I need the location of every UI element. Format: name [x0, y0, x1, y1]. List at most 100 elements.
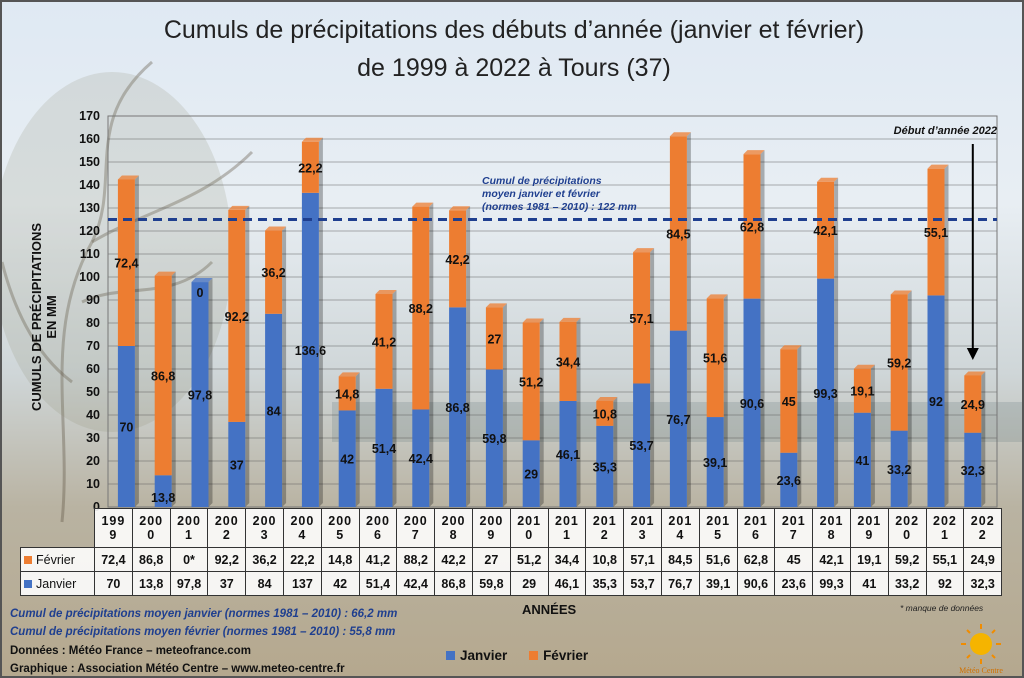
data-label-janvier: 35,3: [593, 460, 617, 474]
bar-top-shade: [890, 290, 912, 295]
y-tick-label: 140: [79, 178, 100, 192]
table-cell-fevrier: 36,2: [245, 547, 284, 572]
bar-side-shade: [466, 206, 471, 508]
table-cell-fevrier: 86,8: [131, 547, 171, 572]
bar-top-shade: [596, 396, 618, 401]
table-cell-fevrier: 51,2: [509, 547, 549, 572]
legend-item-janvier: Janvier: [446, 648, 507, 663]
data-label-fevrier: 24,9: [961, 398, 985, 412]
bar-side-shade: [870, 364, 875, 507]
table-cell-janvier: 23,6: [774, 571, 814, 596]
table-cell-janvier: 137: [282, 571, 322, 596]
bar-janvier-2011: [559, 400, 577, 507]
bar-janvier-2014: [669, 330, 687, 507]
legend-label-janvier: Janvier: [460, 648, 508, 663]
table-cell-fevrier: 19,1: [849, 547, 889, 572]
bar-fevrier-2020: [890, 294, 908, 431]
missing-data-note: * manque de données: [900, 603, 984, 613]
table-cell-fevrier: 10,8: [585, 547, 625, 572]
bar-fevrier-2002: [228, 209, 246, 422]
y-tick-label: 90: [86, 293, 100, 307]
data-label-fevrier: 0: [197, 286, 204, 300]
y-tick-label: 110: [80, 247, 100, 261]
data-label-fevrier: 41,2: [372, 335, 396, 349]
reference-line-label: moyen janvier et février: [482, 188, 601, 200]
data-label-fevrier: 42,2: [445, 253, 469, 267]
table-cell-janvier: 29: [509, 571, 549, 596]
table-cell-janvier: 86,8: [434, 571, 473, 596]
legend-item-fevrier: Février: [529, 648, 588, 663]
bar-fevrier-2005: [338, 376, 356, 411]
table-cell-fevrier: 72,4: [94, 547, 133, 572]
data-label-fevrier: 86,8: [151, 369, 175, 383]
bar-side-shade: [760, 150, 765, 507]
data-label-janvier: 76,7: [666, 413, 690, 427]
y-tick-label: 160: [79, 132, 100, 146]
reference-line-label: (normes 1981 – 2010) : 122 mm: [482, 201, 637, 213]
table-cell-fevrier: 45: [774, 547, 814, 572]
bar-janvier-2017: [780, 452, 798, 507]
table-label-janvier: Janvier: [20, 571, 95, 596]
note-mean-janvier: Cumul de précipitations moyen janvier (n…: [10, 608, 398, 620]
data-label-janvier: 59,8: [482, 432, 506, 446]
table-year-header: 202 1: [925, 508, 965, 548]
source-data: Données : Météo France – meteofrance.com: [10, 645, 251, 657]
bar-side-shade: [686, 132, 691, 508]
table-cell-janvier: 33,2: [887, 571, 927, 596]
bar-top-shade: [559, 317, 581, 322]
table-cell-janvier: 59,8: [471, 571, 511, 596]
legend: Janvier Février: [446, 648, 606, 663]
bar-top-shade: [780, 345, 802, 350]
table-cell-janvier: 46,1: [547, 571, 587, 596]
table-header-row: 199 9 200 0 200 1 200 2 200 3 200 4 200 5 200 6 200 7 200 8…: [21, 508, 1003, 548]
table-cell-janvier: 90,6: [736, 571, 776, 596]
table-year-header: 201 1: [547, 508, 587, 548]
bar-fevrier-2004: [301, 141, 319, 193]
table-cell-janvier: 41: [849, 571, 889, 596]
data-label-fevrier: 57,1: [629, 312, 653, 326]
bar-janvier-2010: [522, 440, 540, 507]
data-label-janvier: 99,3: [813, 387, 837, 401]
y-tick-label: 130: [79, 201, 100, 215]
data-label-fevrier: 51,6: [703, 352, 727, 366]
data-label-janvier: 39,1: [703, 456, 727, 470]
data-label-janvier: 13,8: [151, 491, 175, 505]
bar-fevrier-2011: [559, 321, 577, 401]
bar-fevrier-2019: [853, 368, 871, 413]
table-cell-fevrier: 57,1: [623, 547, 662, 572]
data-label-janvier: 33,2: [887, 463, 911, 477]
data-label-janvier: 136,6: [295, 344, 326, 358]
bar-top-shade: [485, 303, 507, 308]
table-cell-janvier: 99,3: [812, 571, 851, 596]
reference-line-label: Cumul de précipitations: [482, 175, 602, 187]
bar-janvier-2019: [853, 412, 871, 507]
bar-side-shade: [834, 177, 839, 507]
table-year-header: 201 5: [698, 508, 738, 548]
bar-side-shade: [650, 248, 655, 507]
bar-top-shade: [743, 150, 765, 155]
bar-janvier-2007: [412, 409, 430, 507]
y-tick-label: 100: [79, 270, 100, 284]
data-label-fevrier: 88,2: [409, 302, 433, 316]
data-label-fevrier: 51,2: [519, 375, 543, 389]
data-label-fevrier: 92,2: [225, 310, 249, 324]
data-label-janvier: 90,6: [740, 397, 764, 411]
y-tick-label: 150: [79, 155, 100, 169]
table-cell-janvier: 39,1: [698, 571, 738, 596]
bar-side-shade: [134, 175, 139, 508]
chart-title-line2: de 1999 à 2022 à Tours (37): [357, 54, 671, 82]
table-cell-fevrier: 22,2: [282, 547, 322, 572]
table-year-header: 200 8: [434, 508, 473, 548]
x-axis-label: ANNÉES: [522, 602, 577, 617]
table-year-header: 200 5: [320, 508, 360, 548]
table-cell-janvier: 32,3: [963, 571, 1003, 596]
table-year-header: 201 0: [509, 508, 549, 548]
bar-fevrier-2014: [669, 136, 687, 331]
annotation-arrow-head: [966, 348, 979, 360]
bar-top-shade: [927, 164, 949, 169]
bar-side-shade: [171, 271, 176, 507]
bar-top-shade: [228, 205, 250, 210]
table-year-header: 201 8: [812, 508, 851, 548]
